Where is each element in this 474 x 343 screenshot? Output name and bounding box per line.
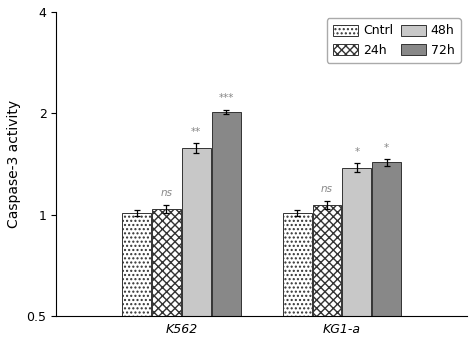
Text: ns: ns [321, 184, 333, 194]
Bar [152, 209, 181, 343]
Text: ***: *** [219, 93, 234, 103]
Bar [122, 213, 151, 343]
Bar [283, 213, 311, 343]
Bar [312, 205, 341, 343]
Text: *: * [355, 147, 359, 157]
Text: **: ** [191, 127, 201, 137]
Text: ns: ns [160, 188, 173, 198]
Bar [342, 168, 371, 343]
Bar [372, 162, 401, 343]
Legend: Cntrl, 24h, 48h, 72h: Cntrl, 24h, 48h, 72h [327, 18, 461, 63]
Bar [182, 148, 211, 343]
Bar [212, 112, 241, 343]
Text: *: * [384, 143, 389, 153]
Y-axis label: Caspase-3 activity: Caspase-3 activity [7, 100, 21, 228]
